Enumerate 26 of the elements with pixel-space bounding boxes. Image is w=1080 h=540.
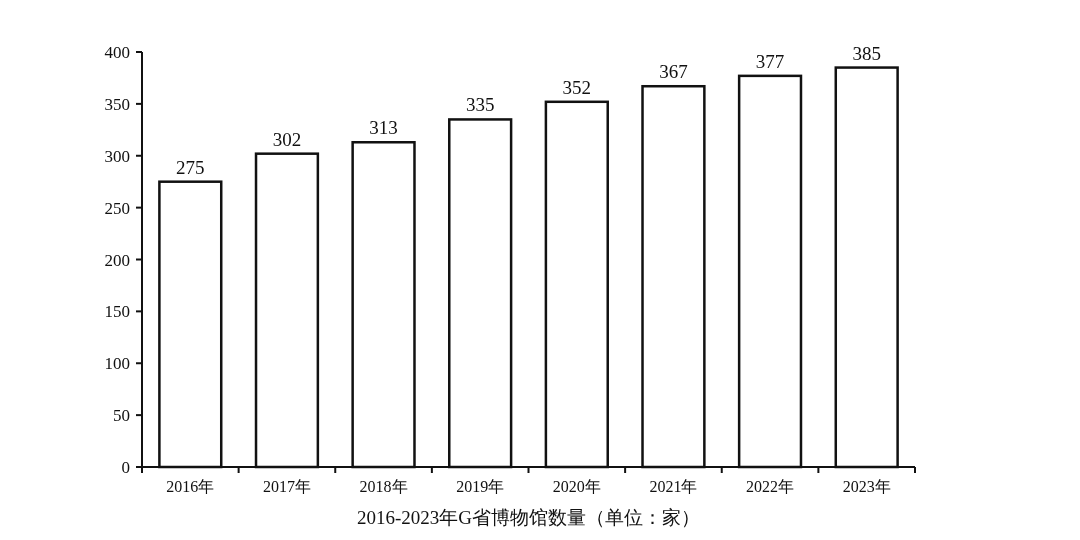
data-label: 335 bbox=[465, 94, 495, 116]
x-tick-label: 2023年 bbox=[842, 478, 891, 495]
y-tick-label: 400 bbox=[104, 43, 130, 62]
y-tick-label: 250 bbox=[104, 198, 130, 218]
y-tick-label: 0 bbox=[121, 458, 130, 477]
y-tick-label: 50 bbox=[113, 406, 130, 426]
y-tick-label: 150 bbox=[104, 302, 130, 322]
x-tick-label: 2019年 bbox=[456, 478, 505, 495]
y-tick-label: 200 bbox=[104, 250, 130, 270]
y-tick-label: 300 bbox=[104, 146, 130, 166]
x-tick-label: 2021年 bbox=[649, 478, 698, 495]
data-label: 275 bbox=[176, 156, 205, 178]
data-label: 302 bbox=[272, 128, 302, 150]
data-label: 377 bbox=[755, 50, 785, 72]
data-label: 313 bbox=[369, 117, 398, 139]
y-tick-label: 100 bbox=[104, 354, 130, 374]
x-tick-label: 2018年 bbox=[359, 478, 408, 495]
data-label: 352 bbox=[562, 76, 592, 98]
x-tick-label: 2016年 bbox=[166, 478, 215, 495]
x-axis-title: 2016-2023年G省博物馆数量（单位：家） bbox=[356, 507, 701, 528]
x-tick-label: 2020年 bbox=[552, 478, 601, 495]
data-label: 367 bbox=[659, 61, 688, 83]
x-tick-label: 2022年 bbox=[746, 478, 795, 495]
x-tick-label: 2017年 bbox=[262, 478, 311, 495]
data-label: 385 bbox=[852, 42, 881, 64]
y-tick-label: 350 bbox=[104, 94, 130, 114]
